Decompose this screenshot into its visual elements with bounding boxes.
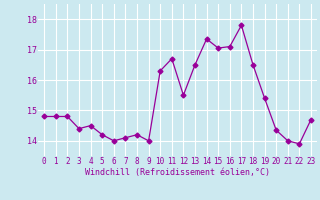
X-axis label: Windchill (Refroidissement éolien,°C): Windchill (Refroidissement éolien,°C) xyxy=(85,168,270,177)
